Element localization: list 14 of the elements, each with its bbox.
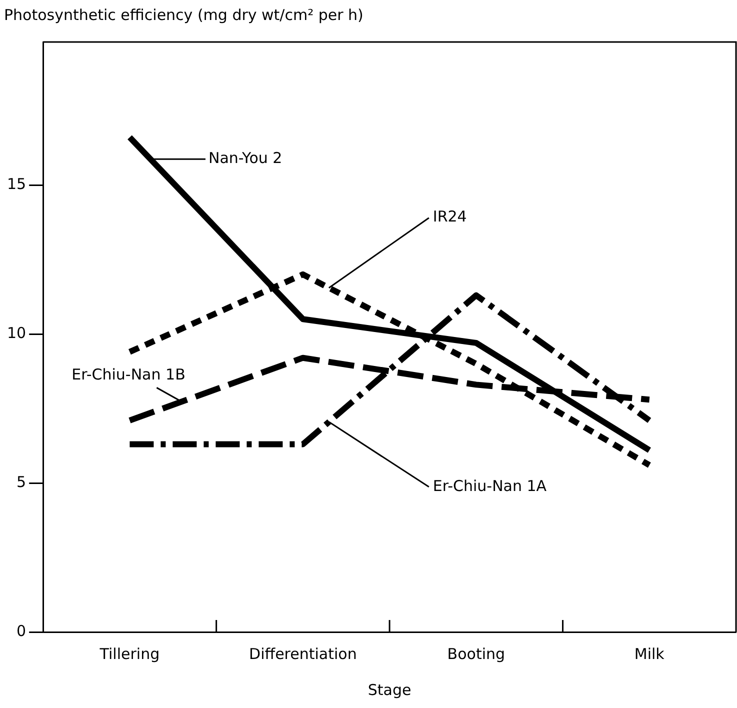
series-label: Er-Chiu-Nan 1B (72, 366, 186, 384)
x-tick-label: Differentiation (249, 644, 357, 663)
text: IR24 (432, 208, 467, 226)
text: Er-Chiu-Nan 1A (432, 476, 548, 495)
x-tick-label: Milk (634, 644, 665, 663)
x-tick-label: Booting (447, 644, 506, 663)
y-tick-label: 0 (16, 622, 26, 640)
legend-label: Nan-You 2 (208, 149, 282, 168)
y-tick-label: 15 (6, 174, 26, 193)
y-tick-label: 10 (6, 324, 26, 342)
y-axis-title: Photosynthetic efficiency (mg dry wt/cm² per h) (4, 6, 364, 24)
x-axis-title: Stage (368, 680, 412, 699)
y-tick-label: 5 (16, 472, 26, 491)
x-tick-label: Tillering (98, 644, 160, 663)
